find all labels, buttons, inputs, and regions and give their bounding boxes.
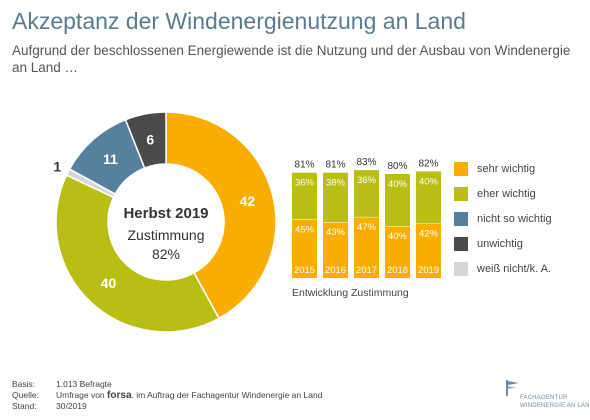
bar-segment bbox=[354, 216, 379, 278]
bar-segment bbox=[292, 219, 317, 278]
footer-stand-value: 30/2019 bbox=[56, 401, 87, 411]
bar-segment-label: 40% bbox=[388, 179, 408, 190]
bar-category-label: 2016 bbox=[325, 265, 346, 276]
bar-chart-xlabel: Entwicklung Zustimmung bbox=[292, 287, 409, 299]
logo: FACHAGENTUR WINDENERGIE AN LAND bbox=[506, 380, 590, 410]
pie-slice-label: 40 bbox=[101, 275, 117, 291]
footer-quelle-value: Umfrage von forsa. im Auftrag der Fachag… bbox=[56, 390, 322, 401]
legend-item-nicht-so-wichtig: nicht so wichtig bbox=[454, 210, 584, 228]
legend-swatch bbox=[454, 212, 468, 226]
bar-segment bbox=[416, 223, 441, 278]
bar-segment bbox=[323, 222, 348, 278]
bar-segment-label: 45% bbox=[295, 225, 315, 236]
bar-segment-label: 42% bbox=[419, 228, 439, 239]
bar-segment bbox=[416, 171, 441, 224]
wind-flag-logo-icon bbox=[506, 380, 519, 396]
legend-label: eher wichtig bbox=[477, 188, 536, 200]
footer-quelle-pre: Umfrage von bbox=[56, 390, 105, 400]
legend-item-eher-wichtig: eher wichtig bbox=[454, 185, 584, 203]
legend-label: nicht so wichtig bbox=[477, 213, 552, 225]
legend-swatch bbox=[454, 162, 468, 176]
pie-center-title: Herbst 2019 bbox=[123, 205, 208, 222]
pie-slice bbox=[55, 174, 221, 333]
forsa-brand: forsa bbox=[107, 390, 132, 401]
pie-center-label: Zustimmung bbox=[127, 227, 204, 243]
bar-segment-label: 36% bbox=[357, 175, 377, 186]
legend-item-unwichtig: unwichtig bbox=[454, 235, 584, 253]
footer-basis-key: Basis: bbox=[12, 379, 36, 389]
bar-segment bbox=[292, 172, 317, 220]
legend-label: weiß nicht/k. A. bbox=[477, 263, 551, 275]
footer-basis-value: 1.013 Befragte bbox=[56, 379, 112, 389]
legend-swatch bbox=[454, 237, 468, 251]
page-subtitle: Aufgrund der beschlossenen Energiewende … bbox=[12, 43, 571, 75]
bar-total-label: 83% bbox=[356, 157, 376, 168]
footer-stand: Stand: 30/2019 bbox=[12, 401, 322, 412]
footer-quelle-key: Quelle: bbox=[12, 390, 39, 400]
bar-category-label: 2015 bbox=[294, 265, 315, 276]
footer-basis: Basis: 1.013 Befragte bbox=[12, 379, 322, 390]
legend-label: sehr wichtig bbox=[477, 163, 536, 175]
footer-stand-key: Stand: bbox=[12, 401, 37, 411]
bar-segment-label: 40% bbox=[419, 176, 439, 187]
footer-quelle-post: . im Auftrag der Fachagentur Windenergie… bbox=[131, 390, 323, 400]
footer: Basis: 1.013 Befragte Quelle: Umfrage vo… bbox=[12, 379, 322, 412]
bar-segment bbox=[354, 170, 379, 217]
bar-total-label: 80% bbox=[387, 161, 407, 172]
pie-slice-label: 1 bbox=[53, 159, 61, 175]
bar-segment bbox=[385, 174, 410, 226]
page-title: Akzeptanz der Windenergienutzung an Land bbox=[12, 8, 466, 34]
pie-center-value: 82% bbox=[152, 246, 180, 262]
bar-total-label: 81% bbox=[325, 160, 345, 171]
pie-slice-label: 11 bbox=[103, 151, 118, 167]
bar-category-label: 2017 bbox=[356, 265, 377, 276]
legend: sehr wichtig eher wichtig nicht so wicht… bbox=[454, 160, 584, 285]
bar-segment-label: 40% bbox=[388, 231, 408, 242]
bar-segment-label: 47% bbox=[357, 222, 377, 233]
pie-slice-label: 6 bbox=[146, 131, 154, 147]
bar-category-label: 2018 bbox=[387, 265, 408, 276]
bar-segment-label: 43% bbox=[326, 227, 346, 238]
logo-text: FACHAGENTUR WINDENERGIE AN LAND bbox=[520, 394, 590, 410]
bar-segment-label: 38% bbox=[326, 178, 346, 189]
legend-swatch bbox=[454, 187, 468, 201]
logo-line2: WINDENERGIE AN LAND bbox=[520, 403, 590, 409]
footer-quelle: Quelle: Umfrage von forsa. im Auftrag de… bbox=[12, 390, 322, 401]
bar-segment bbox=[385, 226, 410, 278]
pie-slice bbox=[165, 111, 277, 320]
pie-slice-label: 42 bbox=[240, 193, 256, 209]
legend-item-weiss-nicht: weiß nicht/k. A. bbox=[454, 260, 584, 278]
legend-swatch bbox=[454, 262, 468, 276]
logo-line1: FACHAGENTUR bbox=[520, 395, 568, 401]
legend-label: unwichtig bbox=[477, 238, 523, 250]
legend-item-sehr-wichtig: sehr wichtig bbox=[454, 160, 584, 178]
bar-total-label: 81% bbox=[294, 160, 314, 171]
bar-category-label: 2019 bbox=[418, 265, 439, 276]
bar-segment-label: 36% bbox=[295, 178, 315, 189]
pie-slice bbox=[124, 111, 167, 170]
bar-total-label: 82% bbox=[418, 158, 438, 169]
bar-segment bbox=[323, 172, 348, 223]
